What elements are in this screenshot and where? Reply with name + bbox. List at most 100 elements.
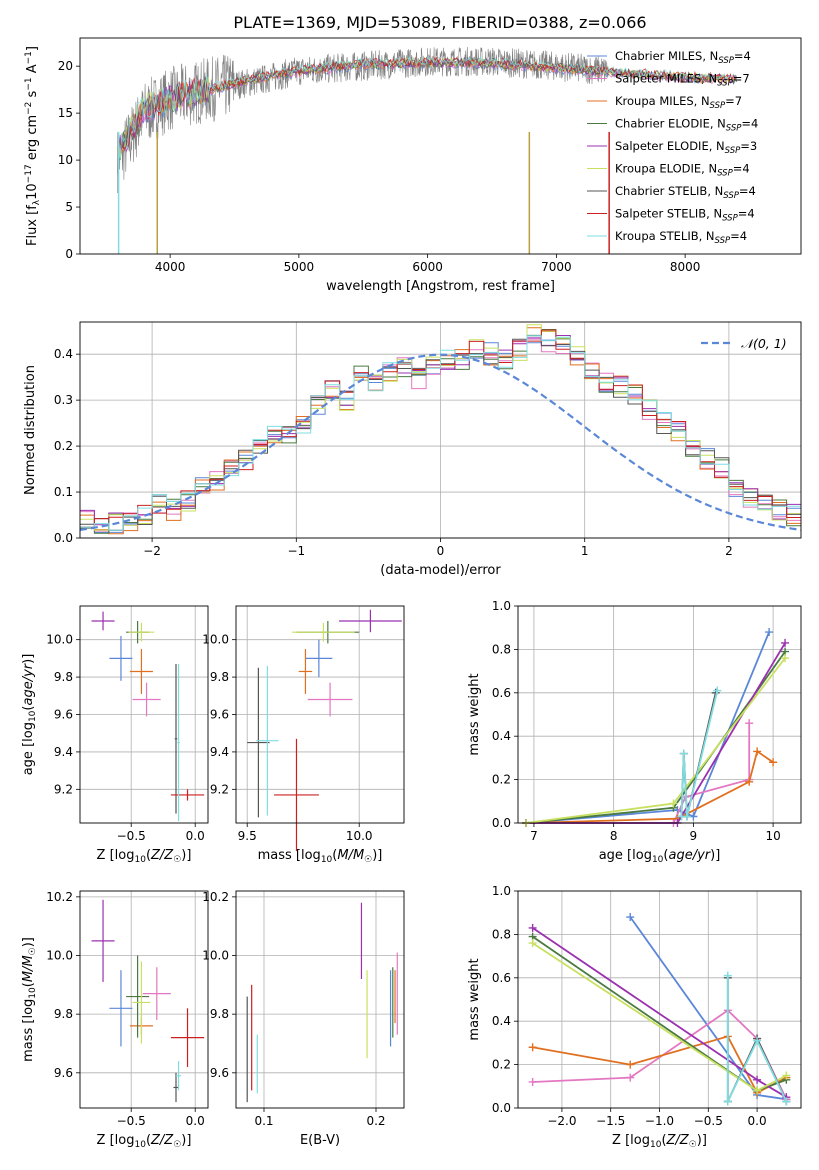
- legend-label-part: SSP: [722, 214, 738, 224]
- legend-label-part: =7: [733, 72, 750, 86]
- x-axis-label-part: )]: [697, 1133, 707, 1148]
- panel-0: 4000 5000 6000 7000 8000 0 5 10 15 20 wavelength […: [24, 37, 802, 294]
- y-tick-label: 9.8: [210, 1007, 229, 1021]
- y-axis-label-part: 10: [25, 183, 40, 200]
- series-marker: [669, 799, 678, 808]
- histogram-step-8: [80, 335, 801, 531]
- y-axis-label: mass [log10(M/M☉)]: [21, 937, 38, 1062]
- x-axis-label-part: (: [332, 848, 337, 863]
- legend-label-part: Kroupa ELODIE, N: [615, 162, 717, 176]
- y-axis-label: age [log10(age/yr)]: [21, 654, 38, 776]
- y-axis-label-part: age/yr: [21, 662, 36, 705]
- y-axis-label-part: 10: [28, 710, 38, 722]
- series-line-4: [526, 642, 786, 824]
- x-axis-label-part: E(B-V): [300, 1133, 340, 1148]
- y-axis-label-part: λ: [32, 199, 42, 205]
- y-axis-label: Normed distribution: [23, 365, 38, 495]
- y-tick-label: 9.6: [54, 1066, 73, 1080]
- legend-label: Kroupa MILES, NSSP=7: [615, 94, 742, 111]
- axes-frame: [79, 37, 802, 255]
- y-axis-label: mass weight: [467, 958, 482, 1040]
- plot-area: [91, 611, 205, 822]
- x-axis-label-part: ☉: [689, 1140, 697, 1150]
- y-axis-label-part: erg cm: [25, 115, 40, 164]
- x-axis-label-part: age [log: [599, 848, 652, 863]
- x-tick-label: 0.0: [186, 829, 205, 843]
- series-line-5: [525, 657, 786, 824]
- plot-area: [247, 609, 402, 852]
- figure-title: PLATE=1369, MJD=53089, FIBERID=0388, z=0…: [233, 13, 646, 32]
- legend-label: Chabrier MILES, NSSP=4: [615, 49, 751, 66]
- y-axis-label-part: mass weight: [467, 958, 482, 1040]
- y-tick-label: 5: [65, 200, 73, 214]
- legend-label: 𝒩(0, 1): [741, 336, 787, 351]
- x-axis-label-part: 10: [652, 855, 664, 865]
- series-marker: [745, 777, 754, 786]
- x-axis-label: Z [log10(Z/Z☉)]: [97, 848, 192, 865]
- x-axis-label-part: wavelength [Angstrom, rest frame]: [326, 279, 555, 294]
- legend-label-part: SSP: [715, 236, 731, 246]
- y-tick-label: 0.3: [54, 393, 73, 407]
- series-marker: [769, 758, 778, 767]
- panel-1: −2 −1 0 1 2 0.0 0.1 0.2 0.3 0.4 (data-model)/error…: [23, 321, 802, 578]
- x-axis-label-part: M/M: [337, 848, 364, 863]
- y-axis-label-part: A: [25, 64, 40, 77]
- x-axis-label-part: )]: [710, 848, 720, 863]
- x-axis-label-part: mass [log: [258, 848, 321, 863]
- x-tick-label: 9: [690, 829, 698, 843]
- x-axis-label: (data-model)/error: [380, 563, 501, 578]
- y-tick-label: 9.8: [54, 670, 73, 684]
- axes-frame: [517, 890, 802, 1109]
- series-marker: [753, 1036, 762, 1045]
- y-tick-label: 9.2: [210, 782, 229, 796]
- legend-label-part: =4: [730, 229, 747, 243]
- axes-frame: [79, 605, 209, 824]
- y-axis-label-part: Flux [f: [25, 205, 40, 246]
- y-tick-label: 9.2: [54, 782, 73, 796]
- x-axis-label-part: ☉: [364, 855, 372, 865]
- legend-label-part: Salpeter MILES, N: [615, 72, 717, 86]
- x-axis-label: mass [log10(M/M☉)]: [258, 848, 383, 865]
- y-tick-label: 0.8: [492, 642, 511, 656]
- x-tick-label: −2: [143, 544, 161, 558]
- x-axis-label-part: 10: [321, 855, 333, 865]
- y-tick-label: 0.0: [54, 531, 73, 545]
- x-axis-label-part: (: [661, 1133, 666, 1148]
- series-marker: [528, 1077, 537, 1086]
- x-tick-label: 2: [725, 544, 733, 558]
- y-axis-label-part: (: [21, 982, 36, 987]
- series-marker: [626, 1060, 635, 1069]
- x-tick-label: 8: [610, 829, 618, 843]
- y-tick-label: 0: [65, 247, 73, 261]
- x-axis-label-part: (data-model)/error: [380, 563, 501, 578]
- y-axis-label-part: mass [log: [21, 999, 36, 1062]
- legend-label-part: =4: [738, 207, 755, 221]
- x-axis-label-part: ☉: [173, 855, 181, 865]
- x-axis-label: E(B-V): [300, 1133, 340, 1148]
- y-axis-label-part: s: [25, 90, 40, 101]
- legend-label-part: SSP: [710, 101, 726, 111]
- x-tick-label: 1: [581, 544, 589, 558]
- x-axis-label-part: Z [log: [612, 1133, 650, 1148]
- x-axis-label-part: Z [log: [97, 848, 135, 863]
- y-tick-label: 1.0: [492, 599, 511, 613]
- y-axis-label-part: −2: [24, 102, 34, 115]
- y-tick-label: 0.2: [54, 439, 73, 453]
- legend-label-part: =4: [739, 184, 756, 198]
- y-axis-label-part: −1: [24, 77, 34, 90]
- y-tick-label: 9.6: [210, 1066, 229, 1080]
- series-marker: [626, 913, 635, 922]
- series-marker: [781, 638, 790, 647]
- x-axis-label: wavelength [Angstrom, rest frame]: [326, 279, 555, 294]
- legend-label-part: SSP: [725, 146, 741, 156]
- legend-label: Salpeter ELODIE, NSSP=3: [615, 139, 757, 156]
- series-marker: [753, 1086, 762, 1095]
- y-tick-label: 15: [58, 106, 73, 120]
- x-axis-label-part: (: [663, 848, 668, 863]
- y-tick-label: 10.2: [202, 890, 229, 904]
- series-marker: [679, 749, 688, 758]
- legend-label: Chabrier STELIB, NSSP=4: [615, 184, 756, 201]
- y-tick-label: 9.8: [210, 670, 229, 684]
- y-axis-label: Flux [fλ10−17 erg cm−2 s−1 A−1]: [24, 46, 42, 246]
